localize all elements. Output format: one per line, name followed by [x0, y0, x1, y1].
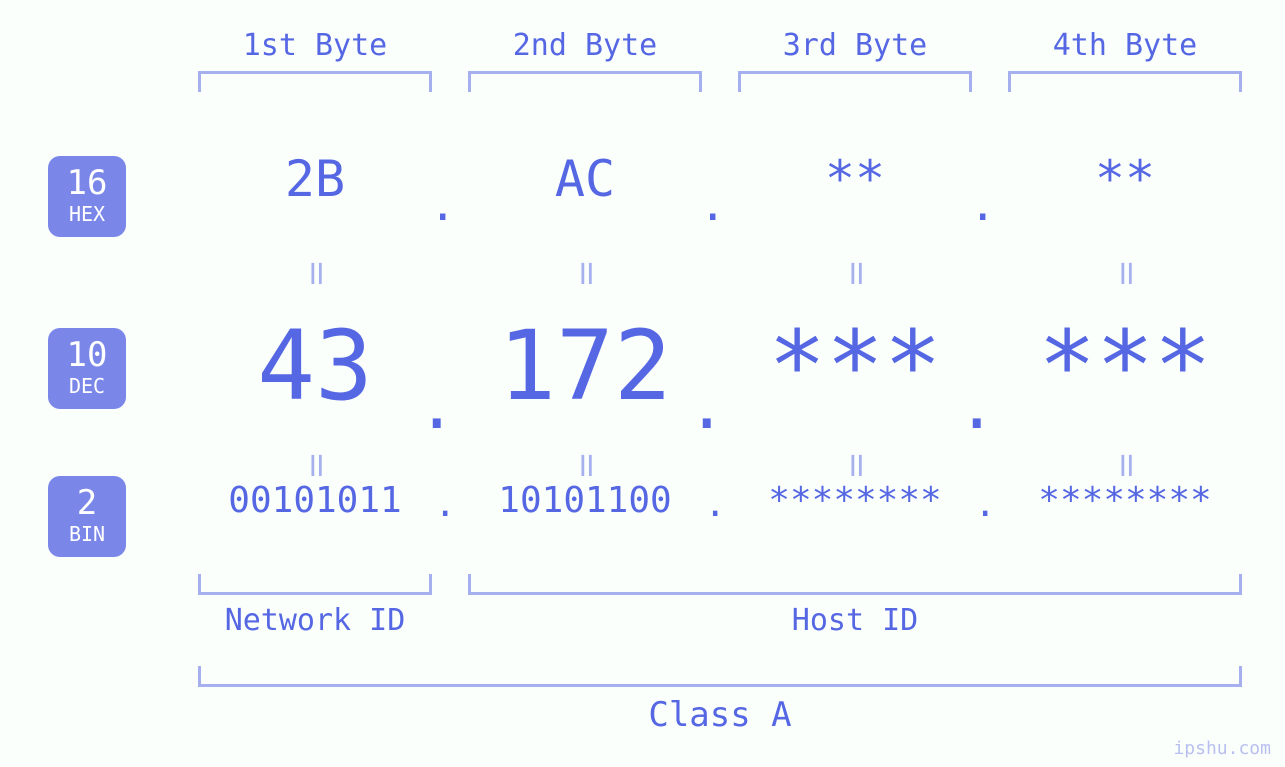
byte-header-4: 4th Byte — [990, 28, 1260, 92]
badge-text: HEX — [48, 204, 126, 225]
equals-icon: ॥ — [450, 248, 720, 294]
dec-value: 43 — [257, 310, 373, 422]
bin-byte-3: ******** . — [720, 480, 990, 521]
class-label: Class A — [180, 695, 1260, 735]
dec-byte-1: 43 . — [180, 310, 450, 422]
dec-byte-4: *** — [990, 310, 1260, 422]
byte-header-2: 2nd Byte — [450, 28, 720, 92]
dec-value: 172 — [498, 310, 671, 422]
badge-number: 16 — [48, 166, 126, 202]
network-id-label: Network ID — [180, 603, 450, 638]
bin-value: ******** — [1038, 480, 1211, 521]
bin-value: ******** — [768, 480, 941, 521]
bin-value: 00101011 — [228, 480, 401, 521]
byte-header-label: 4th Byte — [990, 28, 1260, 63]
hex-byte-1: 2B . — [180, 150, 450, 208]
class-bracket: Class A — [180, 666, 1260, 735]
base-badge-dec: 10 DEC — [48, 328, 126, 409]
dec-value: *** — [1038, 310, 1211, 422]
id-brackets: Network ID Host ID — [180, 574, 1260, 638]
hex-value: ** — [1095, 150, 1155, 208]
bin-value: 10101100 — [498, 480, 671, 521]
equals-icon: ॥ — [720, 248, 990, 294]
dec-byte-2: 172 . — [450, 310, 720, 422]
bracket-top-icon — [738, 71, 972, 92]
byte-header-label: 2nd Byte — [450, 28, 720, 63]
base-badge-hex: 16 HEX — [48, 156, 126, 237]
bin-byte-1: 00101011 . — [180, 480, 450, 521]
bin-cells: 00101011 . 10101100 . ******** . *******… — [180, 480, 1260, 521]
dec-cells: 43 . 172 . *** . *** — [180, 310, 1260, 422]
byte-header-label: 1st Byte — [180, 28, 450, 63]
bin-byte-2: 10101100 . — [450, 480, 720, 521]
byte-header-3: 3rd Byte — [720, 28, 990, 92]
byte-header-1: 1st Byte — [180, 28, 450, 92]
hex-byte-4: ** — [990, 150, 1260, 208]
byte-headers: 1st Byte 2nd Byte 3rd Byte 4th Byte — [180, 28, 1260, 92]
bin-byte-4: ******** — [990, 480, 1260, 521]
badge-text: DEC — [48, 376, 126, 397]
hex-value: ** — [825, 150, 885, 208]
dec-byte-3: *** . — [720, 310, 990, 422]
hex-byte-3: ** . — [720, 150, 990, 208]
bracket-bottom-icon — [198, 666, 1242, 687]
equals-icon: ॥ — [180, 248, 450, 294]
hex-value: 2B — [285, 150, 345, 208]
watermark: ipshu.com — [1173, 738, 1271, 759]
bracket-top-icon — [1008, 71, 1242, 92]
badge-number: 10 — [48, 338, 126, 374]
host-id-box: Host ID — [450, 574, 1260, 638]
hex-value: AC — [555, 150, 615, 208]
bracket-top-icon — [198, 71, 432, 92]
equals-row-1: ॥ ॥ ॥ ॥ — [180, 248, 1260, 294]
base-badge-bin: 2 BIN — [48, 476, 126, 557]
bracket-top-icon — [468, 71, 702, 92]
equals-icon: ॥ — [990, 248, 1260, 294]
dec-value: *** — [768, 310, 941, 422]
bracket-bottom-icon — [468, 574, 1242, 595]
host-id-label: Host ID — [450, 603, 1260, 638]
network-id-box: Network ID — [180, 574, 450, 638]
hex-byte-2: AC . — [450, 150, 720, 208]
hex-cells: 2B . AC . ** . ** — [180, 150, 1260, 208]
badge-number: 2 — [48, 486, 126, 522]
byte-header-label: 3rd Byte — [720, 28, 990, 63]
bracket-bottom-icon — [198, 574, 432, 595]
badge-text: BIN — [48, 524, 126, 545]
